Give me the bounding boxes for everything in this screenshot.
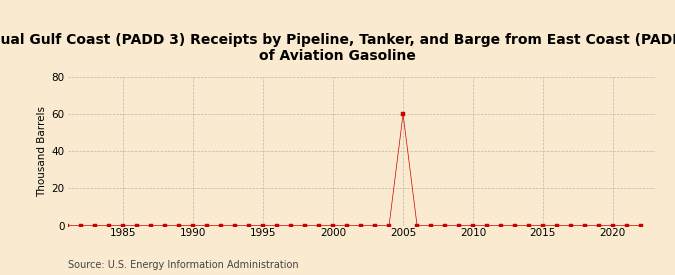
- Text: Annual Gulf Coast (PADD 3) Receipts by Pipeline, Tanker, and Barge from East Coa: Annual Gulf Coast (PADD 3) Receipts by P…: [0, 33, 675, 63]
- Y-axis label: Thousand Barrels: Thousand Barrels: [37, 106, 47, 197]
- Text: Source: U.S. Energy Information Administration: Source: U.S. Energy Information Administ…: [68, 260, 298, 270]
